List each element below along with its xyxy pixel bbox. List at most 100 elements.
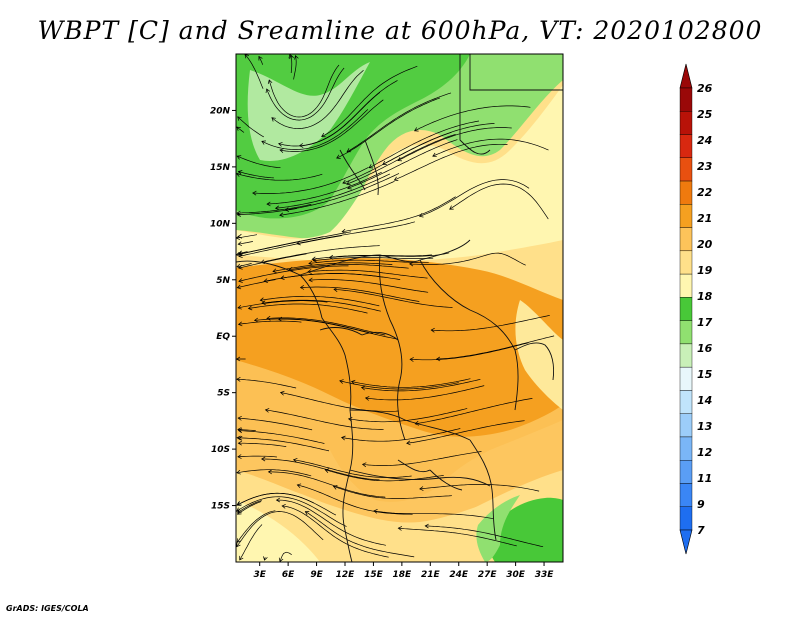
streamline-arrow bbox=[406, 440, 411, 446]
streamline-arrow bbox=[299, 285, 305, 290]
streamline bbox=[271, 69, 364, 129]
lat-tick-label: 15S bbox=[211, 502, 230, 512]
streamline bbox=[268, 471, 386, 498]
streamline-arrow bbox=[263, 278, 269, 284]
streamline-arrow bbox=[346, 180, 351, 186]
streamline-arrow bbox=[267, 469, 273, 475]
streamline bbox=[237, 279, 276, 289]
streamline bbox=[415, 398, 533, 425]
streamline bbox=[266, 171, 382, 205]
lon-tick-label: 9E bbox=[310, 570, 323, 580]
colorbar-label: 22 bbox=[697, 186, 713, 199]
streamline-arrow bbox=[261, 300, 266, 306]
streamline bbox=[325, 469, 444, 482]
streamline-arrow bbox=[236, 538, 241, 543]
streamline bbox=[238, 442, 287, 447]
colorbar-label: 15 bbox=[697, 368, 713, 381]
streamline bbox=[261, 109, 369, 150]
streamline-arrow bbox=[342, 179, 347, 185]
streamline-arrow bbox=[308, 260, 313, 266]
streamline-arrow bbox=[279, 390, 285, 396]
streamline bbox=[307, 269, 428, 279]
streamline-arrow bbox=[294, 55, 299, 60]
streamline bbox=[237, 208, 297, 216]
streamline bbox=[236, 510, 276, 543]
streamline bbox=[342, 131, 452, 184]
streamline bbox=[419, 484, 540, 492]
streamline bbox=[236, 234, 258, 239]
colorbar-segment bbox=[679, 111, 693, 135]
streamline-arrow bbox=[236, 212, 241, 217]
streamline-arrow bbox=[238, 278, 243, 283]
colorbar-label: 18 bbox=[697, 290, 713, 303]
streamline bbox=[262, 299, 381, 312]
streamline-arrow bbox=[236, 435, 241, 441]
streamline-arrow bbox=[261, 140, 266, 145]
streamline bbox=[236, 496, 347, 527]
streamline bbox=[289, 264, 409, 271]
streamline bbox=[419, 179, 530, 217]
credit-text: GrADS: IGES/COLA bbox=[6, 604, 89, 613]
streamline bbox=[293, 55, 297, 80]
streamline-arrow bbox=[279, 148, 284, 153]
streamline bbox=[290, 55, 293, 74]
streamline bbox=[436, 335, 555, 360]
streamline-arrow bbox=[272, 268, 277, 274]
streamline-arrow bbox=[424, 523, 429, 529]
lon-tick-label: 33E bbox=[535, 570, 555, 580]
colorbar-bottom-arrow bbox=[679, 529, 693, 555]
streamline bbox=[308, 259, 429, 264]
lon-tick-label: 12E bbox=[336, 570, 356, 580]
streamline bbox=[406, 420, 525, 444]
streamline bbox=[409, 252, 526, 266]
orange-band-light bbox=[236, 360, 563, 527]
streamline-arrow bbox=[266, 315, 271, 321]
streamline-arrow bbox=[418, 212, 424, 218]
streamline-arrow bbox=[237, 116, 242, 121]
streamline-arrow bbox=[346, 148, 352, 153]
colorbar-segment bbox=[679, 366, 693, 391]
colorbar-label: 13 bbox=[697, 420, 713, 433]
streamline bbox=[313, 257, 434, 262]
streamline bbox=[238, 235, 342, 257]
streamline-arrow bbox=[236, 507, 241, 512]
streamline-arrow bbox=[267, 79, 273, 84]
streamline-arrow bbox=[413, 127, 419, 132]
colorbar-segment bbox=[679, 250, 693, 275]
streamline-arrow bbox=[281, 503, 286, 509]
streamline-arrow bbox=[237, 440, 242, 446]
streamline bbox=[238, 320, 302, 325]
streamline-arrow bbox=[236, 284, 242, 290]
streamline bbox=[276, 499, 386, 546]
colorbar-label: 12 bbox=[697, 446, 713, 459]
streamline bbox=[279, 180, 395, 216]
streamline bbox=[238, 417, 313, 431]
lon-tick-label: 21E bbox=[421, 570, 441, 580]
streamline bbox=[339, 380, 459, 390]
boundaries bbox=[236, 54, 563, 562]
streamline-arrow bbox=[236, 155, 242, 160]
streamline-arrow bbox=[430, 327, 435, 333]
lat-tick-label: 5N bbox=[216, 276, 230, 286]
country-border bbox=[349, 409, 471, 441]
streamline-arrow bbox=[265, 88, 271, 93]
streamline bbox=[266, 317, 386, 336]
streamline bbox=[280, 392, 399, 412]
streamline-arrow bbox=[339, 379, 344, 384]
streamline-arrow bbox=[368, 164, 374, 169]
streamline-arrow bbox=[333, 287, 338, 292]
streamline bbox=[248, 303, 368, 314]
streamline bbox=[238, 265, 349, 282]
colorbar-segment bbox=[679, 297, 693, 321]
streamline-arrow bbox=[261, 456, 266, 462]
green-region-north-light bbox=[247, 62, 370, 161]
colorbar-label: 9 bbox=[697, 498, 705, 511]
streamline bbox=[238, 430, 325, 444]
streamline-arrow bbox=[373, 508, 378, 514]
streamline-arrow bbox=[419, 486, 424, 491]
streamline-arrow bbox=[278, 142, 283, 147]
streamline-arrow bbox=[237, 251, 243, 256]
streamline bbox=[432, 138, 549, 157]
country-border bbox=[514, 342, 555, 381]
